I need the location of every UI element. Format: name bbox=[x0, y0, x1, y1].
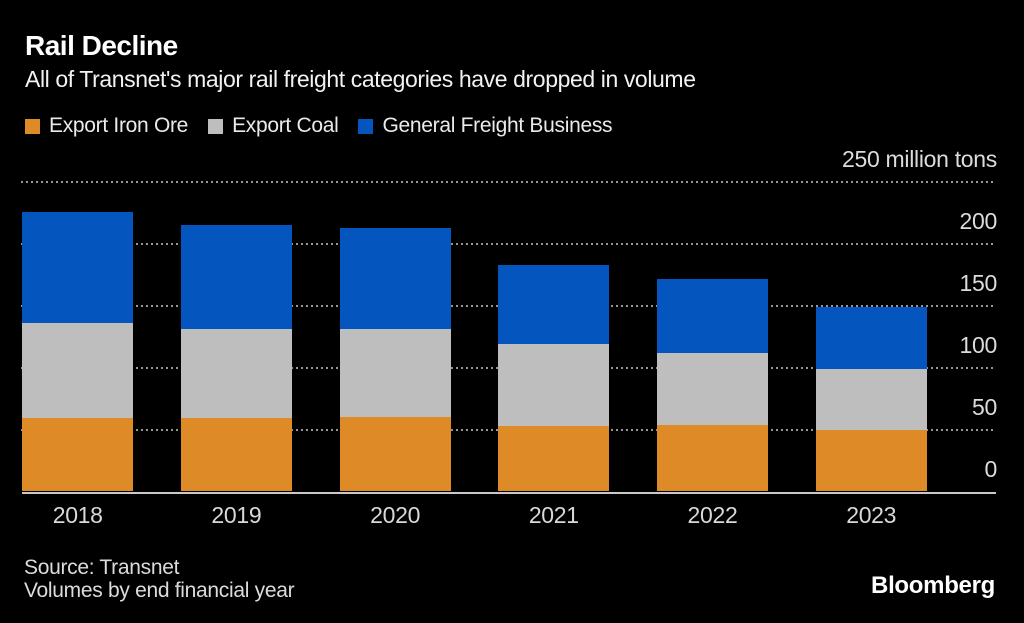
gridline-200 bbox=[21, 242, 996, 245]
bar-segment-2018-export-coal bbox=[22, 323, 134, 419]
y-axis-label: 250 million tons bbox=[841, 146, 997, 172]
legend-swatch-icon bbox=[25, 118, 40, 134]
x-axis-label: 2019 bbox=[211, 502, 262, 528]
gridline-250 bbox=[21, 181, 996, 183]
legend-item-label: Export Iron Ore bbox=[49, 114, 189, 137]
x-axis-line bbox=[22, 492, 996, 494]
bar-segment-2023-general-freight-business bbox=[815, 307, 927, 369]
y-axis-label: 200 bbox=[959, 207, 998, 234]
bar-segment-2018-export-iron-ore bbox=[22, 418, 134, 492]
bar-segment-2023-export-iron-ore bbox=[815, 429, 927, 492]
legend-item: Export Coal bbox=[208, 114, 339, 138]
bar-segment-2023-export-coal bbox=[815, 368, 927, 430]
legend-item: Export Iron Ore bbox=[25, 114, 188, 138]
legend-item-label: Export Coal bbox=[232, 114, 339, 137]
source-line: Volumes by end financial year bbox=[24, 579, 295, 602]
bar-2023 bbox=[815, 307, 927, 492]
bar-segment-2019-export-coal bbox=[180, 329, 292, 419]
x-axis-label: 2020 bbox=[370, 502, 421, 528]
legend-item-label: General Freight Business bbox=[382, 114, 613, 137]
bar-2019 bbox=[180, 225, 292, 492]
bar-segment-2018-general-freight-business bbox=[22, 211, 134, 324]
bar-segment-2019-general-freight-business bbox=[180, 225, 292, 330]
bar-segment-2021-export-coal bbox=[498, 344, 610, 426]
bar-segment-2021-export-iron-ore bbox=[498, 425, 610, 492]
chart-subtitle: All of Transnet's major rail freight cat… bbox=[25, 66, 696, 92]
chart-title: Rail Decline bbox=[25, 30, 178, 61]
y-axis-label: 100 bbox=[959, 331, 998, 358]
bar-segment-2021-general-freight-business bbox=[498, 264, 610, 345]
legend-swatch-icon bbox=[208, 118, 224, 134]
x-axis-label: 2023 bbox=[846, 502, 897, 528]
y-axis-label: 150 bbox=[959, 269, 998, 296]
legend: Export Iron Ore Export Coal General Freigh… bbox=[25, 114, 613, 138]
bar-segment-2022-general-freight-business bbox=[657, 278, 768, 353]
bar-segment-2019-export-iron-ore bbox=[180, 418, 292, 492]
bar-2021 bbox=[498, 264, 610, 492]
x-axis-label: 2018 bbox=[52, 502, 103, 528]
bar-2022 bbox=[657, 278, 768, 492]
y-axis-label: 0 bbox=[984, 455, 998, 482]
bar-segment-2020-export-coal bbox=[339, 329, 451, 418]
bar-segment-2022-export-iron-ore bbox=[657, 424, 768, 492]
source-line: Source: Transnet bbox=[24, 556, 180, 579]
bloomberg-logo: Bloomberg bbox=[871, 572, 995, 599]
x-axis-label: 2021 bbox=[528, 502, 579, 528]
y-axis-label: 50 bbox=[972, 393, 997, 420]
legend-item: General Freight Business bbox=[358, 114, 613, 138]
x-axis-label: 2022 bbox=[687, 502, 738, 528]
source-note: Source: Transnet Volumes by end financia… bbox=[24, 556, 295, 602]
bar-2020 bbox=[339, 227, 451, 492]
bar-segment-2022-export-coal bbox=[657, 352, 768, 425]
legend-swatch-icon bbox=[358, 118, 374, 134]
bar-2018 bbox=[22, 211, 134, 492]
bar-segment-2020-general-freight-business bbox=[339, 227, 451, 330]
bar-segment-2020-export-iron-ore bbox=[339, 417, 451, 492]
